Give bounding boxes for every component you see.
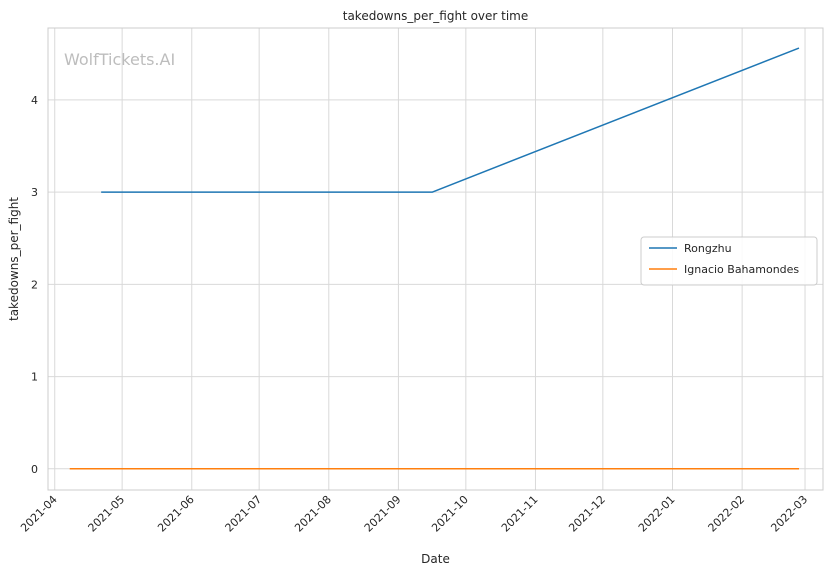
watermark-text: WolfTickets.AI [64, 50, 175, 69]
y-tick-label: 3 [31, 186, 38, 199]
y-tick-label: 2 [31, 278, 38, 291]
y-axis-label: takedowns_per_fight [7, 197, 21, 321]
plot-area-frame [47, 27, 824, 491]
y-tick-label: 0 [31, 463, 38, 476]
legend-label-0: Rongzhu [684, 242, 732, 255]
y-tick-label: 1 [31, 371, 38, 384]
y-axis-tick-labels: 0 1 2 3 4 [31, 94, 38, 476]
legend-label-1: Ignacio Bahamondes [684, 263, 799, 276]
chart-title: takedowns_per_fight over time [343, 9, 529, 23]
legend-items: Rongzhu Ignacio Bahamondes [649, 242, 799, 276]
series-layer [69, 47, 800, 470]
legend: Rongzhu Ignacio Bahamondes [640, 236, 818, 286]
x-axis-label: Date [421, 552, 450, 566]
y-tick-label: 4 [31, 94, 38, 107]
legend-box [640, 236, 818, 286]
series-line-0 [101, 47, 800, 193]
